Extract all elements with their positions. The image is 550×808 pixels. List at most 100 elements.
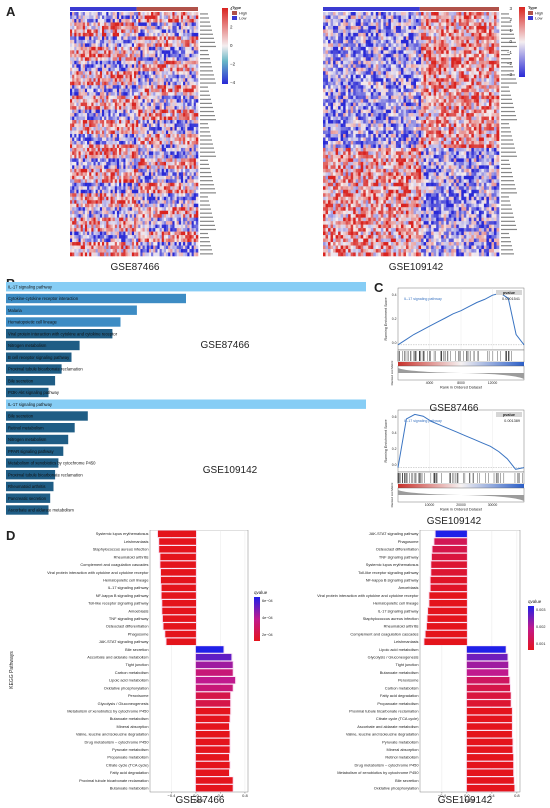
heatmap-right-legend: Type High Low	[519, 5, 543, 77]
gsea-y-tick: 0.4	[392, 431, 397, 435]
nes-bar	[166, 638, 196, 645]
heatmap-right-scale-tick: 1	[509, 28, 512, 33]
heatmap-left-scale-tick: 2	[230, 25, 233, 30]
nes-bar	[425, 630, 467, 638]
nes-category-label: Osteoclast differentiation	[106, 624, 149, 629]
enrichment-bar	[6, 376, 56, 386]
nes-bar	[466, 769, 514, 776]
panel-letter-c: C	[374, 280, 384, 295]
gsea-pvalue-header-box	[496, 412, 522, 417]
nes-category-label: Metabolism of xenobiotics by cytochrome …	[337, 770, 419, 775]
nes-category-label: Citrate cycle (TCA cycle)	[376, 716, 419, 721]
nes-chart-left: Systemic lupus erythematosus Leishmaniasi…	[47, 530, 248, 803]
nes-category-label: Peroxisome	[398, 678, 419, 683]
nes-bar	[466, 754, 514, 761]
nes-right-legend-tick: 0.003	[536, 608, 546, 612]
legend-low-swatch	[232, 16, 237, 20]
heatmap-left-scale-tick: 0	[230, 43, 233, 48]
heatmap-left-title: GSE87466	[110, 262, 160, 273]
heatmap-left-scale-tick: −2	[230, 62, 236, 67]
gsea-y-tick: 0.0	[392, 341, 397, 345]
legend-high-swatch	[232, 11, 237, 15]
heatmap-left-legend: Type High Low	[222, 5, 247, 84]
gsea-y-tick: 0.4	[392, 293, 397, 297]
heatmap-right	[323, 7, 500, 257]
nes-bar	[466, 746, 513, 753]
nes-category-label: Hematopoietic cell lineage	[103, 577, 148, 582]
nes-bar	[195, 746, 230, 753]
nes-bar	[195, 761, 230, 769]
gsea-top-title: GSE87466	[429, 403, 479, 414]
gsea-xlabel: Rank in Ordered Dataset	[440, 386, 483, 390]
legend-low-label-right: Low	[535, 16, 542, 21]
nes-bar	[195, 707, 231, 715]
enrichment-bar-label: PI3K-Akt signaling pathway	[8, 390, 60, 395]
nes-bar-charts: KEGG Pathways Systemic lupus erythematos…	[9, 530, 546, 803]
gsea-ylabel2: Ranked List Metric	[390, 482, 394, 507]
nes-bar	[466, 723, 512, 730]
legend-type-title: Type	[232, 5, 242, 10]
nes-bar	[161, 576, 196, 584]
nes-left-legend-ticks: 6e−04 4e−04 2e−04	[262, 599, 273, 637]
kegg-ylabel: KEGG Pathways	[9, 651, 15, 689]
nes-category-label: JAK-STAT signaling pathway	[99, 639, 149, 644]
gsea-ylabel: Running Enrichment Score	[384, 298, 388, 341]
nes-category-label: Pyruvate metabolism	[382, 739, 418, 744]
nes-category-label: Butanoate metabolism	[380, 670, 419, 675]
bar-chart-dataset-1: GSE87466	[200, 340, 250, 351]
nes-category-label: Staphylococcus aureus infection	[93, 547, 149, 552]
nes-xlabel: NES	[194, 798, 203, 803]
legend-high-swatch-right	[528, 11, 533, 15]
enrichment-bar-label: Proximal tubule bicarbonate reclamation	[8, 367, 83, 372]
nes-bar	[195, 784, 233, 792]
nes-bar	[195, 731, 230, 738]
heatmap-right-title: GSE109142	[388, 262, 444, 273]
nes-left-legend-title: qvalue	[254, 590, 268, 595]
gsea-ylabel2: Ranked List Metric	[390, 360, 394, 385]
gsea-pvalue-header-box	[496, 290, 522, 295]
heatmap-left-color-scale	[222, 8, 228, 84]
nes-left-legend-tick: 2e−04	[262, 633, 273, 637]
panel-letter-a: A	[6, 4, 16, 19]
gsea-pvalue: 0.001389	[504, 419, 520, 423]
nes-bar	[195, 669, 233, 676]
nes-bar	[159, 538, 196, 545]
enrichment-bar	[6, 446, 64, 456]
nes-bar	[430, 576, 467, 584]
legend-type-title-right: Type	[528, 5, 538, 10]
heatmap-right-scale-tick: 3	[509, 6, 512, 11]
nes-category-label: Leishmaniasis	[394, 639, 419, 644]
nes-category-label: Amoebiasis	[398, 585, 418, 590]
nes-bar	[466, 661, 509, 669]
nes-x-tick: 0.0	[193, 793, 199, 798]
gsea-pvalue: 0.0001541	[502, 297, 520, 301]
nes-category-label: Proximal tubule bicarbonate reclamation	[79, 778, 148, 783]
nes-category-label: Valine, leucine and isoleucine degradati…	[346, 732, 419, 737]
nes-bar	[162, 607, 196, 615]
enrichment-bar-label: Metabolism of xenobiotics by cytochrome …	[8, 461, 96, 466]
nes-x-tick: −0.4	[438, 793, 447, 798]
nes-bar	[466, 669, 509, 676]
nes-x-tick: −0.4	[167, 793, 176, 798]
nes-bar	[160, 553, 196, 561]
enrichment-bar-label: Bile secretion	[8, 378, 34, 383]
enrichment-bar	[6, 305, 137, 315]
nes-category-label: Propanoate metabolism	[377, 701, 418, 706]
nes-category-label: Oxidative phosphorylation	[104, 685, 149, 690]
nes-category-label: Hematopoietic cell lineage	[373, 601, 418, 606]
enrichment-bar	[6, 423, 75, 433]
nes-bar	[158, 530, 196, 538]
gsea-plot-top: pvalue 0.0001541 IL-17 signaling pathway 0.…	[384, 287, 525, 390]
nes-right-legend: qvalue	[528, 599, 542, 650]
nes-category-label: Rheumatoid arthritis	[114, 554, 149, 559]
nes-category-label: Butanoate metabolism	[110, 786, 149, 791]
heatmap-right-gene-labels	[501, 13, 517, 255]
nes-bar	[427, 615, 467, 622]
nes-bar	[430, 584, 467, 592]
heatmap-right-scale-tick: −2	[507, 61, 513, 66]
nes-category-label: Systemic lupus erythematosus	[96, 531, 149, 536]
nes-category-label: Staphylococcus aureus infection	[363, 616, 419, 621]
nes-category-label: TNF signaling pathway	[109, 616, 149, 621]
gsea-y-tick: 0.2	[392, 447, 397, 451]
nes-category-label: Tight junction	[126, 662, 149, 667]
